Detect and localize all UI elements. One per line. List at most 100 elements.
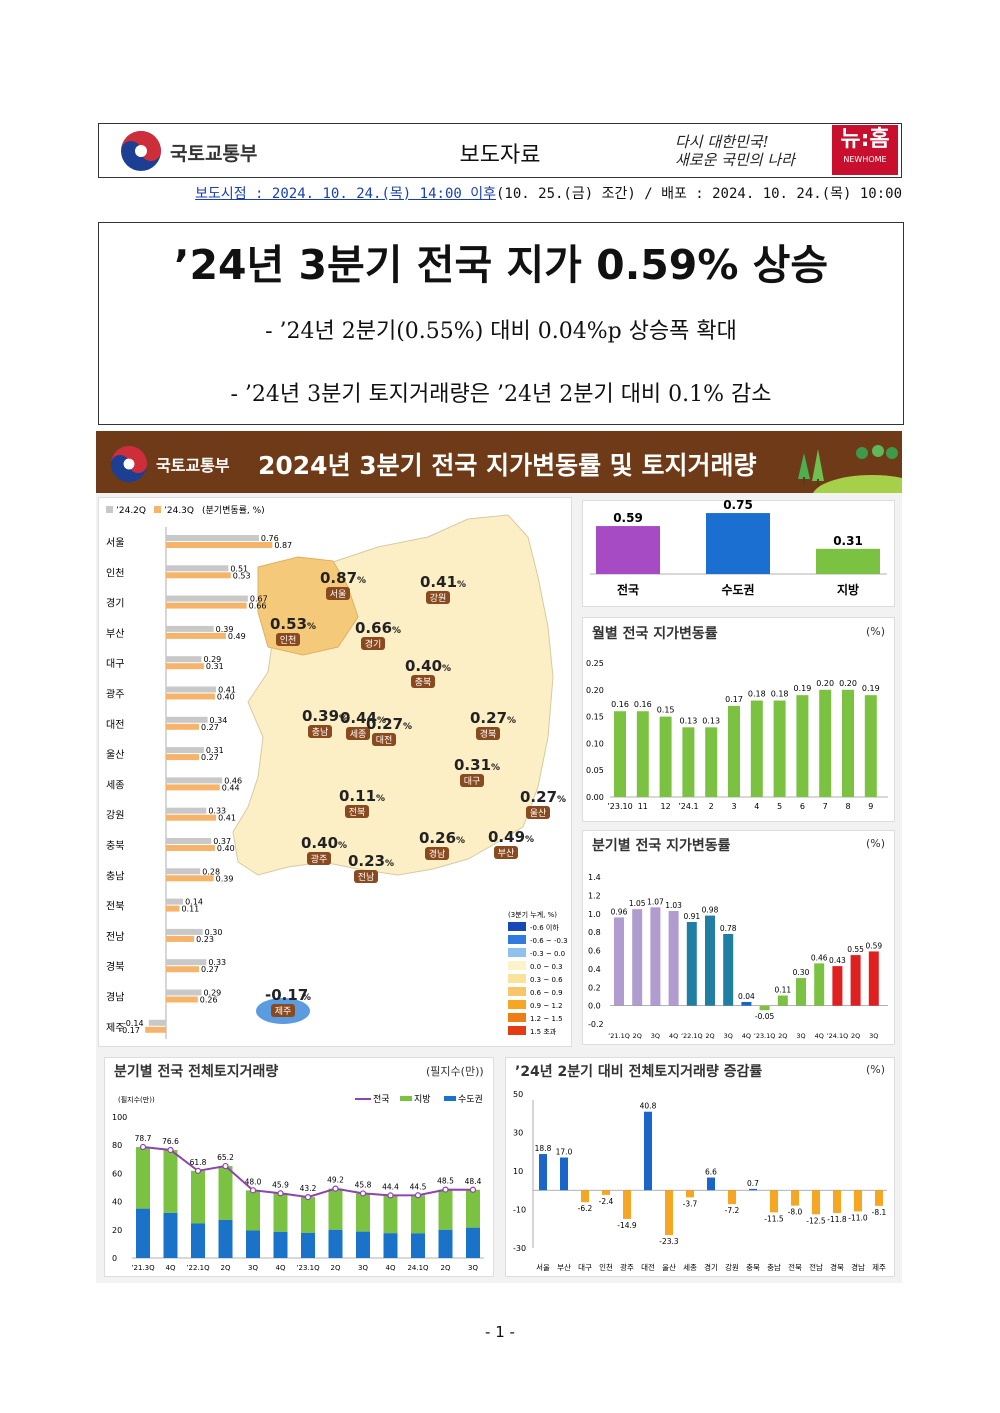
regional-label: 서울 <box>106 537 124 549</box>
monthly-value: 0.13 <box>679 716 697 725</box>
regional-label: 인천 <box>106 567 124 579</box>
map-region-name: 전북 <box>349 807 366 818</box>
press-header <box>98 123 902 178</box>
change-ytick: -10 <box>513 1206 526 1215</box>
map-legend-title: (3분기 누계, %) <box>508 910 557 919</box>
map-region-tag <box>372 733 396 746</box>
monthly-value: 0.18 <box>748 690 766 699</box>
legend-swatch-q3 <box>154 506 161 513</box>
change-bar <box>833 1190 841 1213</box>
map-region-tag <box>526 806 550 819</box>
newhome-logo-sub: NEWHOME <box>843 155 887 164</box>
zone-bar <box>596 526 660 574</box>
regional-bar <box>166 875 214 882</box>
page-number: - 1 - <box>485 1323 515 1341</box>
regional-bar <box>166 814 217 821</box>
regional-bar <box>166 898 184 905</box>
quarterly-xlabel: 3Q <box>869 1032 878 1040</box>
trans-ytick: 80 <box>112 1141 122 1150</box>
regional-bar <box>166 625 214 632</box>
regional-value: 0.27 <box>201 723 219 732</box>
regional-bar <box>166 565 229 572</box>
quarterly-xlabel: ’22.1Q <box>681 1032 703 1040</box>
regional-value: -0.17 <box>119 1026 140 1035</box>
map-percent: % <box>377 716 386 726</box>
regional-label: 경북 <box>106 960 124 973</box>
quarterly-xlabel: 3Q <box>724 1032 733 1040</box>
trans-total-point <box>414 1192 422 1199</box>
change-bar <box>854 1190 862 1212</box>
quarterly-xlabel: 2Q <box>778 1032 787 1040</box>
quarterly-bar-chart: 1.4 1.2 1.0 0.8 0.6 0.4 0.2 0.0 -0.2 0.96 ’21.1Q 1.… <box>588 873 888 1040</box>
regional-value: 0.26 <box>200 996 218 1005</box>
regional-value: 0.66 <box>249 602 267 611</box>
change-bar <box>707 1177 715 1191</box>
trans-bar-regional <box>438 1189 453 1230</box>
map-region-tag <box>494 846 518 859</box>
regional-label: 충남 <box>106 870 124 882</box>
map-capital-area <box>257 556 359 656</box>
trans-bar-capital <box>411 1233 425 1258</box>
regional-bar <box>166 989 202 996</box>
trans-bar-capital <box>466 1227 480 1258</box>
regional-value: 0.11 <box>181 905 199 914</box>
legend-label-q3: ’24.3Q <box>164 506 194 516</box>
change-xlabel: 경기 <box>704 1262 718 1272</box>
trans-value: 43.2 <box>300 1184 317 1193</box>
quarterly-value: 0.59 <box>865 941 882 950</box>
zone-label: 수도권 <box>721 583 754 597</box>
monthly-xlabel: 11 <box>638 802 648 811</box>
map-value: 0.40 <box>301 834 338 852</box>
press-release-label: 보도자료 <box>459 143 541 168</box>
monthly-value: 0.19 <box>793 684 811 693</box>
change-bar <box>875 1190 883 1206</box>
quarterly-bar <box>741 1001 752 1006</box>
regional-bar <box>166 747 204 754</box>
change-bar <box>623 1190 631 1219</box>
change-bar <box>728 1190 736 1205</box>
map-legend-swatch <box>508 1026 526 1035</box>
map-percent: % <box>385 859 394 869</box>
zone-label: 전국 <box>617 582 639 597</box>
map-legend-label: 1.2 ~ 1.5 <box>530 1015 563 1023</box>
regional-label: 제주 <box>106 1022 124 1034</box>
change-value: 17.0 <box>556 1148 573 1157</box>
monthly-chart-title: 월별 전국 지가변동률 <box>592 626 718 642</box>
regional-bar <box>166 723 199 730</box>
change-bar <box>812 1190 820 1215</box>
map-legend-label: -0.3 ~ 0.0 <box>530 950 565 958</box>
regional-value: 0.67 <box>250 595 268 604</box>
trans-value: 61.8 <box>190 1158 207 1167</box>
change-bar <box>749 1188 757 1191</box>
regional-bar <box>166 716 208 723</box>
map-region-tag <box>460 774 484 787</box>
quarterly-value: 0.78 <box>720 924 737 933</box>
trans-bar-capital <box>328 1229 343 1258</box>
map-value: 0.53 <box>270 615 307 633</box>
trans-ytick: 100 <box>112 1113 127 1122</box>
quarterly-value: 1.03 <box>665 901 682 910</box>
monthly-xlabel: 4 <box>754 802 759 811</box>
map-percent: % <box>442 664 451 674</box>
change-bar <box>665 1190 673 1236</box>
quarterly-value: 0.43 <box>829 956 846 965</box>
trans-yunit: (필지수(만)) <box>118 1095 155 1104</box>
map-value: 0.27 <box>366 715 403 733</box>
quarterly-value: 1.07 <box>647 897 664 906</box>
tree-decoration-icon <box>798 445 902 493</box>
map-percent: % <box>338 841 347 851</box>
trans-total-point <box>442 1186 449 1193</box>
zone-bar-chart: 0.59 전국 0.75 수도권 0.31 지방 <box>590 500 887 597</box>
monthly-value: 0.20 <box>816 679 834 688</box>
quarterly-xlabel: 3Q <box>651 1032 660 1040</box>
change-value: -23.3 <box>659 1237 679 1246</box>
map-value: 0.49 <box>488 828 525 846</box>
monthly-value: 0.16 <box>611 700 629 709</box>
map-legend-label: 0.6 ~ 0.9 <box>530 989 563 997</box>
banner-title: 2024년 3분기 전국 지가변동률 및 토지거래량 <box>258 451 757 480</box>
monthly-bar <box>842 689 854 797</box>
map-region-tag <box>307 852 331 865</box>
map-region-tag <box>354 870 378 883</box>
trans-xlabel: ’23.1Q <box>296 1264 320 1272</box>
government-emblem-icon <box>110 445 148 483</box>
